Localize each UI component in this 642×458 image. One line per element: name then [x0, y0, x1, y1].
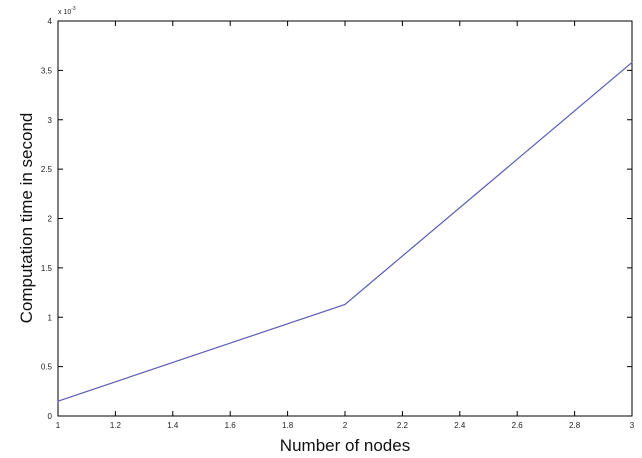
series-point: [631, 61, 633, 64]
x-tick-label: 1.4: [167, 421, 179, 430]
x-tick-label: 2.4: [454, 421, 466, 430]
y-axis-title: Computation time in second: [17, 113, 36, 324]
x-tick-label: 2: [343, 421, 348, 430]
y-tick-label: 3: [48, 116, 53, 125]
x-tick-label: 2.2: [397, 421, 409, 430]
x-axis-ticks: 1 1.2 1.4 1.6 1.8 2 2.2 2.4 2.6 2.8 3: [56, 21, 635, 430]
x-tick-label: 1.6: [225, 421, 237, 430]
y-tick-label: 0: [48, 412, 53, 421]
y-tick-label: 2: [48, 215, 53, 224]
plot-area: [57, 20, 633, 417]
x-axis-title: Number of nodes: [280, 436, 410, 455]
x-tick-label: 1.8: [282, 421, 294, 430]
series-point: [344, 303, 346, 306]
series-point: [57, 400, 59, 402]
y-tick-label: 2.5: [41, 165, 53, 174]
x-tick-label: 1: [56, 421, 61, 430]
x-tick-label: 2.8: [569, 421, 581, 430]
y-tick-label: 1.5: [41, 264, 53, 273]
x-tick-label: 2.6: [512, 421, 524, 430]
y-tick-label: 3.5: [41, 66, 53, 75]
x-tick-label: 3: [630, 421, 635, 430]
x-tick-label: 1.2: [110, 421, 122, 430]
y-tick-label: 0.5: [41, 363, 53, 372]
y-tick-label: 4: [48, 17, 53, 26]
y-axis-ticks: 0 0.5 1 1.5 2 2.5 3 3.5 4: [41, 17, 632, 421]
y-exponent-label: x 10-3: [58, 6, 76, 16]
y-tick-label: 1: [48, 313, 53, 322]
series-layer: [57, 61, 633, 402]
